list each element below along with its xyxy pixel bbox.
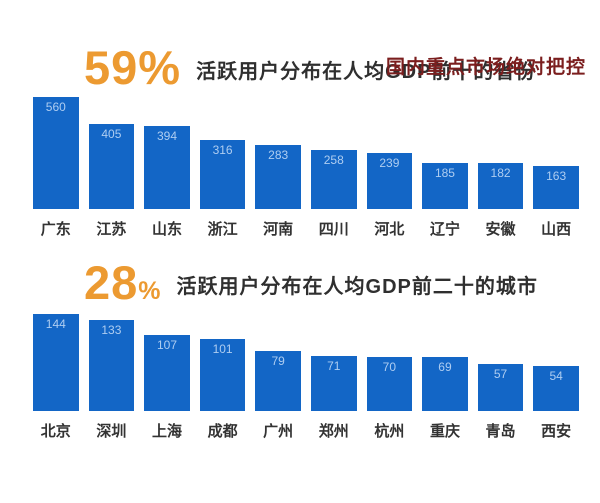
percent-sign: %: [138, 277, 162, 305]
percent-sign: %: [138, 41, 182, 94]
bar: 107: [144, 335, 190, 411]
bar: 185: [422, 163, 468, 209]
bar-value-label: 71: [327, 359, 341, 373]
category-label: 成都: [207, 423, 238, 440]
bar: 101: [199, 339, 246, 411]
bar-value-label: 144: [45, 317, 66, 331]
bar-value-label: 283: [268, 148, 289, 162]
category-label: 山东: [151, 221, 182, 238]
category-label: 四川: [318, 221, 349, 238]
bar-value-label: 54: [549, 369, 563, 383]
category-label: 山西: [541, 221, 572, 238]
category-labels-cities: 北京 深圳 上海 成都 广州 郑州 杭州 重庆 青岛 西安: [0, 420, 600, 441]
bar: 316: [199, 140, 246, 209]
category-label: 上海: [151, 423, 182, 440]
stat-number: 28: [84, 256, 139, 309]
bar: 133: [88, 320, 135, 411]
bar: 144: [33, 314, 79, 411]
category-label: 河北: [374, 221, 405, 238]
bar: 394: [144, 126, 190, 209]
bar: 79: [255, 351, 301, 411]
section-provinces: 59% 活跃用户分布在人均GDP前十的省份 560 405 394 316 283 258…: [0, 44, 600, 239]
category-label: 广东: [40, 221, 71, 238]
bar: 163: [533, 166, 579, 209]
bar-value-label: 107: [156, 338, 177, 352]
category-label: 杭州: [374, 423, 405, 440]
bar-chart-provinces: 560 405 394 316 283 258 239 185 182 163: [0, 97, 600, 209]
section-cities: 28% 活跃用户分布在人均GDP前二十的城市 144 133 107 101 79 71 7…: [0, 259, 600, 441]
section-heading: 活跃用户分布在人均GDP前十的省份: [196, 61, 537, 83]
section-cities-header: 28% 活跃用户分布在人均GDP前二十的城市: [84, 259, 600, 306]
bar: 283: [255, 145, 301, 209]
category-label: 深圳: [96, 423, 127, 440]
bar-value-label: 239: [379, 156, 400, 170]
bar-value-label: 258: [323, 153, 344, 167]
category-label: 北京: [40, 423, 71, 440]
category-label: 西安: [541, 423, 572, 440]
bar-value-label: 101: [212, 342, 233, 356]
bar-value-label: 316: [212, 143, 233, 157]
category-label: 安徽: [485, 221, 516, 238]
category-label: 郑州: [318, 423, 349, 440]
bar: 182: [477, 163, 524, 209]
category-label: 浙江: [207, 221, 238, 238]
category-label: 重庆: [429, 423, 460, 440]
stat-percentage: 59%: [84, 44, 181, 91]
bar-value-label: 163: [546, 169, 567, 183]
bar-value-label: 182: [490, 166, 511, 180]
bar: 69: [422, 357, 468, 411]
bar: 560: [33, 97, 79, 209]
section-heading: 活跃用户分布在人均GDP前二十的城市: [176, 276, 538, 298]
bar-value-label: 560: [45, 100, 66, 114]
bar-value-label: 57: [493, 367, 508, 381]
bar-chart-cities: 144 133 107 101 79 71 70 69 57 54: [0, 314, 600, 411]
category-label: 江苏: [96, 221, 127, 238]
category-label: 辽宁: [429, 221, 460, 238]
bar-value-label: 405: [101, 127, 122, 141]
slide-title: 国内重点市场绝对把控: [385, 57, 586, 78]
bar: 70: [366, 357, 413, 411]
bar-value-label: 133: [101, 323, 122, 337]
bar: 57: [477, 364, 524, 411]
bar-value-label: 394: [156, 129, 177, 143]
category-label: 广州: [263, 423, 294, 440]
bar-value-label: 69: [438, 360, 452, 374]
category-label: 青岛: [485, 423, 516, 440]
bar: 54: [533, 366, 579, 411]
bar-value-label: 185: [434, 166, 455, 180]
bar: 258: [310, 150, 357, 209]
category-label: 河南: [263, 221, 294, 238]
stat-number: 59: [84, 41, 139, 94]
bar: 71: [310, 356, 357, 411]
stat-percentage: 28%: [84, 259, 162, 306]
section-provinces-header: 59% 活跃用户分布在人均GDP前十的省份: [84, 44, 600, 91]
bar-value-label: 79: [271, 354, 285, 368]
bar: 405: [88, 124, 135, 209]
category-labels-provinces: 广东 江苏 山东 浙江 河南 四川 河北 辽宁 安徽 山西: [0, 218, 600, 239]
bar: 239: [366, 153, 413, 209]
bar-value-label: 70: [382, 360, 397, 374]
